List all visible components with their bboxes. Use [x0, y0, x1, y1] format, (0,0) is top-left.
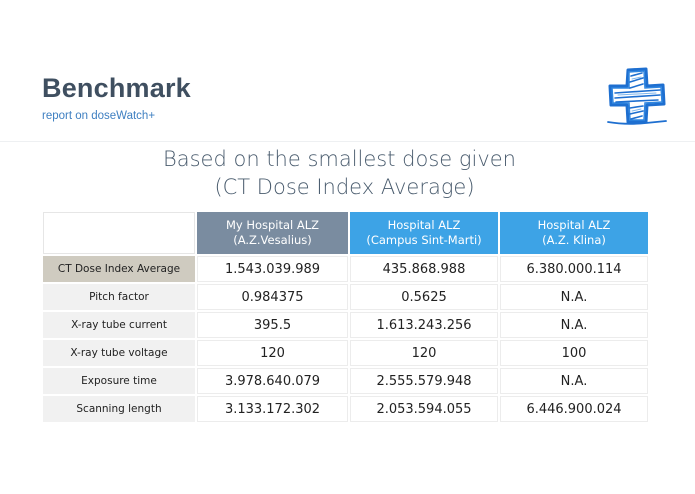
table-cell: 0.984375 [197, 284, 348, 310]
column-header-subline: (A.Z.Vesalius) [233, 233, 312, 247]
slide-heading: Based on the smallest dose given [163, 147, 516, 171]
table-cell: 2.555.579.948 [350, 368, 498, 394]
table-row: Pitch factor 0.984375 0.5625 N.A. [43, 284, 648, 310]
table-cell: N.A. [500, 312, 648, 338]
table-cell: 100 [500, 340, 648, 366]
table-cell: 0.5625 [350, 284, 498, 310]
row-label: Pitch factor [43, 284, 195, 310]
table-row: X-ray tube voltage 120 120 100 [43, 340, 648, 366]
column-header-subline: (Campus Sint-Marti) [366, 233, 482, 247]
table-cell: N.A. [500, 368, 648, 394]
table-row: X-ray tube current 395.5 1.613.243.256 N… [43, 312, 648, 338]
column-header-subline: (A.Z. Klina) [542, 233, 606, 247]
table-cell: 3.133.172.302 [197, 396, 348, 422]
table-row: Exposure time 3.978.640.079 2.555.579.94… [43, 368, 648, 394]
table-header-row: My Hospital ALZ (A.Z.Vesalius) Hospital … [43, 212, 648, 254]
table-cell: 395.5 [197, 312, 348, 338]
row-label: Scanning length [43, 396, 195, 422]
table-row: CT Dose Index Average 1.543.039.989 435.… [43, 256, 648, 282]
table-cell: 1.613.243.256 [350, 312, 498, 338]
medical-cross-icon [607, 67, 667, 125]
row-label: Exposure time [43, 368, 195, 394]
table-row: Scanning length 3.133.172.302 2.053.594.… [43, 396, 648, 422]
slide-header: Benchmark report on doseWatch+ [0, 0, 695, 142]
table-cell: N.A. [500, 284, 648, 310]
row-label: X-ray tube current [43, 312, 195, 338]
column-header-line: Hospital ALZ [387, 218, 461, 232]
column-header-hospital-sint-marti: Hospital ALZ (Campus Sint-Marti) [350, 212, 498, 254]
table-cell: 3.978.640.079 [197, 368, 348, 394]
column-header-hospital-klina: Hospital ALZ (A.Z. Klina) [500, 212, 648, 254]
benchmark-table: My Hospital ALZ (A.Z.Vesalius) Hospital … [41, 210, 650, 424]
table-corner-cell [43, 212, 195, 254]
row-label: CT Dose Index Average [43, 256, 195, 282]
table-cell: 2.053.594.055 [350, 396, 498, 422]
column-header-line: My Hospital ALZ [225, 218, 320, 232]
slide-heading-subline: (CT Dose Index Average) [214, 175, 475, 199]
table-cell: 6.446.900.024 [500, 396, 648, 422]
table-cell: 435.868.988 [350, 256, 498, 282]
table-cell: 120 [197, 340, 348, 366]
column-header-my-hospital: My Hospital ALZ (A.Z.Vesalius) [197, 212, 348, 254]
table-cell: 120 [350, 340, 498, 366]
column-header-line: Hospital ALZ [537, 218, 611, 232]
page-subtitle: report on doseWatch+ [42, 110, 156, 122]
table-cell: 6.380.000.114 [500, 256, 648, 282]
table-cell: 1.543.039.989 [197, 256, 348, 282]
page-title: Benchmark [42, 73, 191, 103]
header-divider [0, 141, 695, 142]
row-label: X-ray tube voltage [43, 340, 195, 366]
